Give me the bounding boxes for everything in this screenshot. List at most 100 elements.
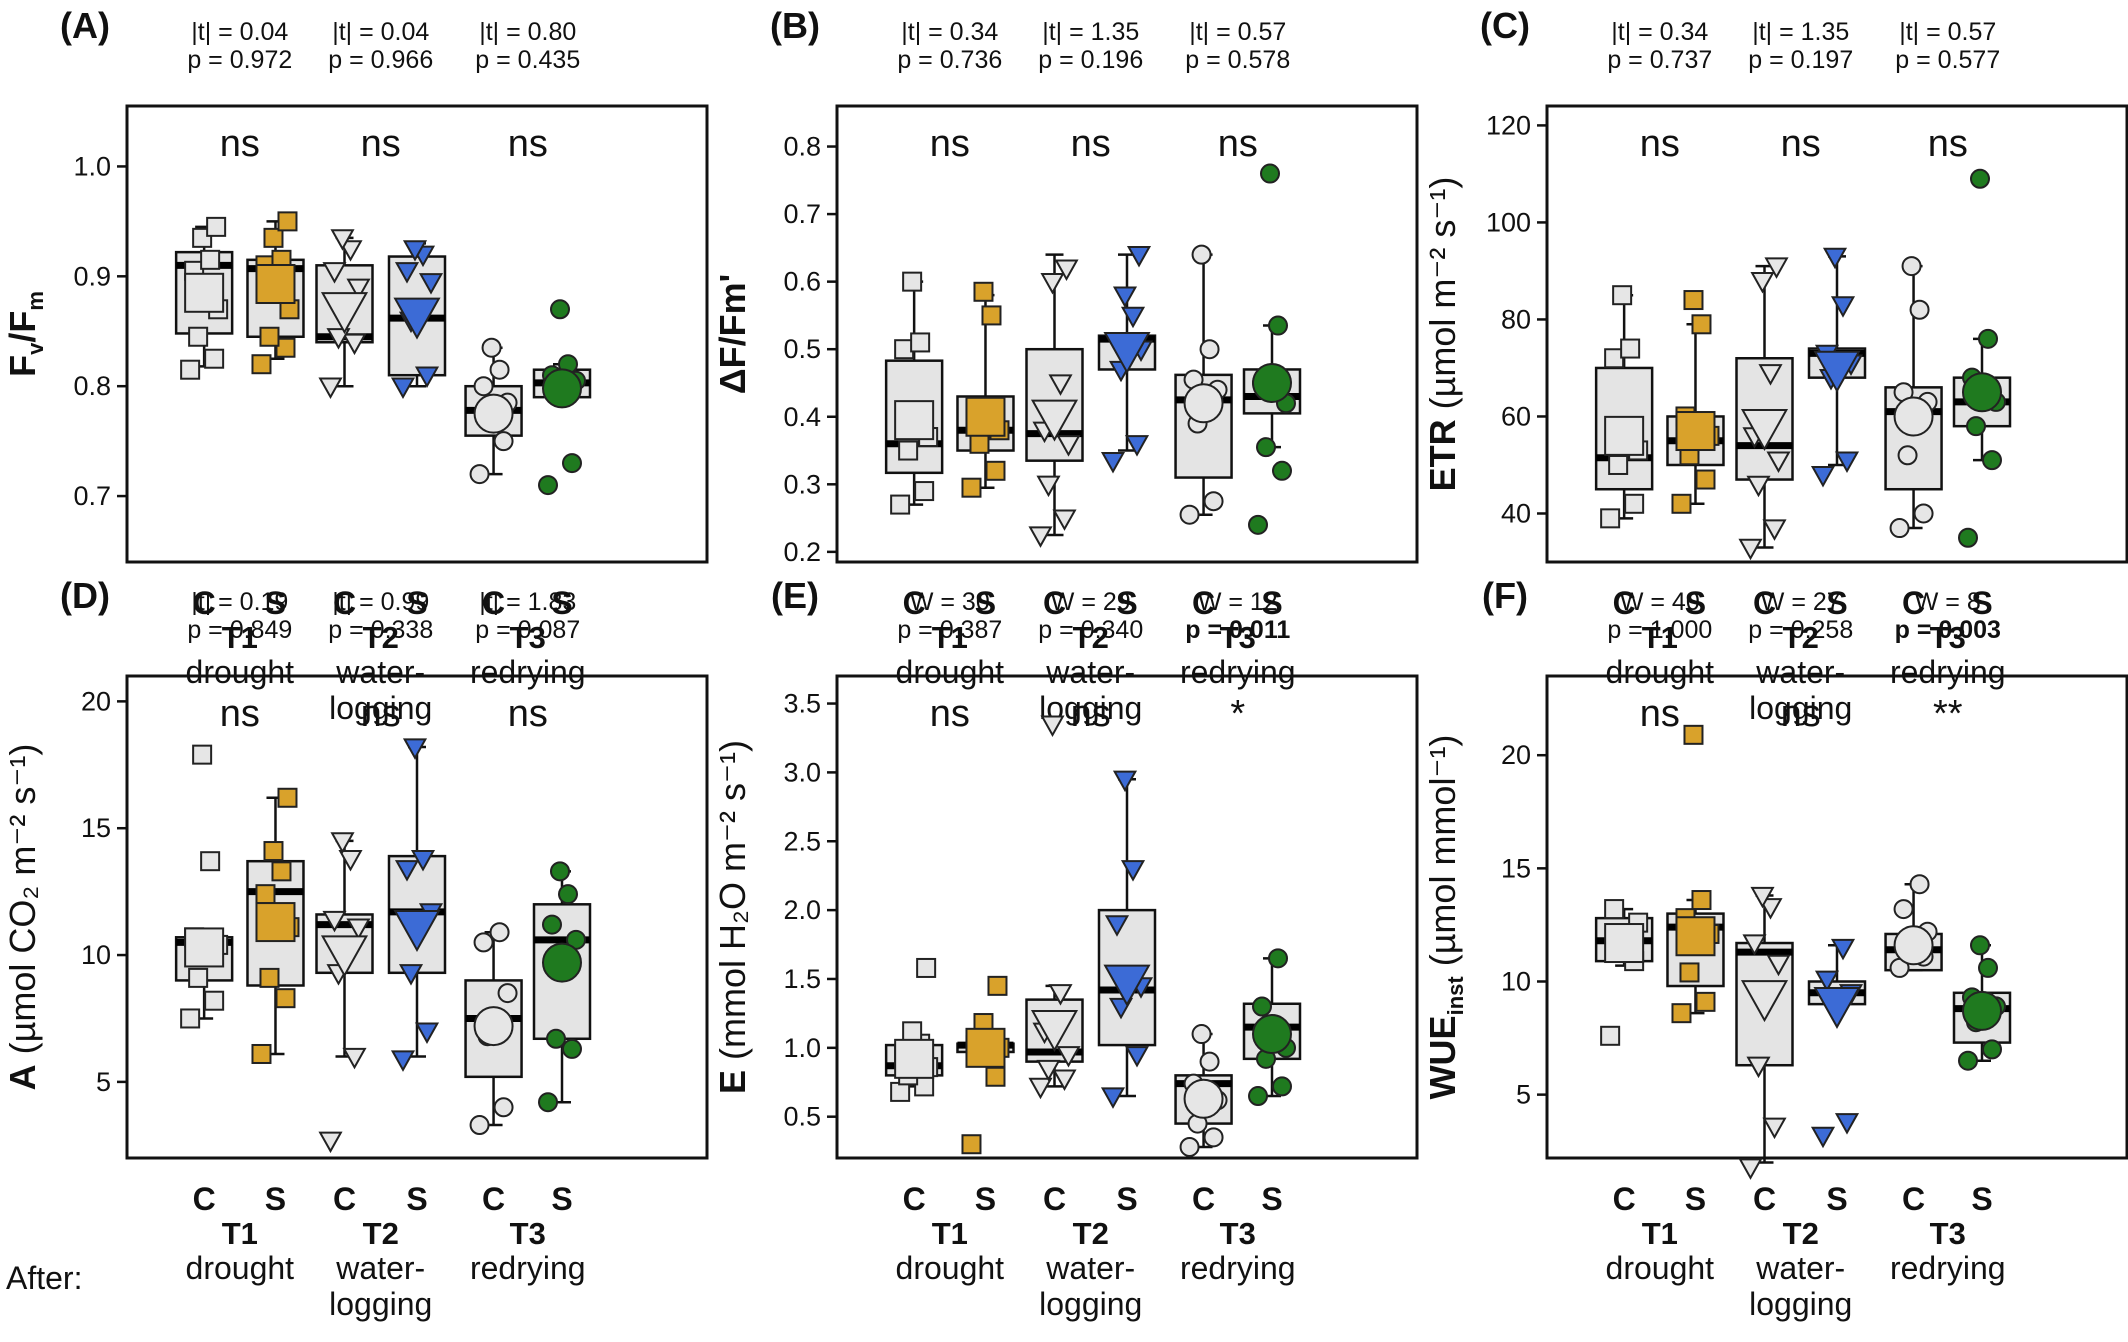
stat-test-value: |t| = 0.19 [191,588,288,616]
data-point [1601,1027,1619,1045]
data-point [393,379,414,397]
data-point [1613,286,1631,304]
data-point [1971,170,1989,188]
x-label-control: C [1192,1181,1215,1217]
data-point [320,379,341,397]
group-sublabel: redrying [1890,1250,2006,1286]
stat-test-value: |t| = 0.34 [1611,18,1708,46]
data-point [205,992,223,1010]
significance-label: ns [930,123,970,165]
data-point [344,335,365,353]
box-control-t2 [317,833,373,1151]
group-label: T2 [1783,1216,1819,1251]
after-label: After: [6,1260,82,1296]
stat-p-value: p = 0.737 [1607,46,1712,74]
y-axis-label-main: ΔF/Fm' [712,274,753,394]
data-point [393,1051,414,1069]
data-point [483,339,501,357]
data-point [962,479,980,497]
group-sublabel: water- [1045,654,1135,690]
box-control-t1 [176,218,232,379]
data-point [1764,1119,1785,1137]
group-sublabel: water- [335,654,425,690]
data-point [539,476,557,494]
box-control-t1 [176,746,232,1028]
panel-letter: (E) [771,575,819,616]
data-point [1672,495,1690,513]
mean-marker [1185,384,1223,422]
data-point [1696,471,1714,489]
y-axis-label-main: WUE [1422,1015,1463,1099]
data-point [1825,249,1846,267]
y-tick-label: 0.7 [73,481,111,511]
data-point [201,251,219,269]
y-axis-label: ΔF/Fm' [712,274,753,394]
data-point [1205,492,1223,510]
stat-test-value: |t| = 0.04 [191,18,288,46]
data-point [278,789,296,807]
data-point [1205,1128,1223,1146]
significance-label: ns [220,123,260,165]
data-point [260,328,278,346]
figure-canvas: (A)0.70.80.91.0Fv/Fm|t| = 0.04p = 0.972n… [0,0,2128,1342]
y-tick-label: 0.7 [783,199,821,229]
data-point [899,442,917,460]
y-tick-label: 3.0 [783,757,821,787]
group-sublabel: drought [896,654,1005,690]
box-control-t3 [1176,246,1232,524]
x-label-control: C [333,1181,356,1217]
y-tick-label: 0.8 [783,132,821,162]
x-label-control: C [1902,1181,1925,1217]
data-point [256,885,274,903]
data-point [1103,453,1124,471]
box-stress-t2 [1809,940,1865,1146]
x-label-control: C [1043,1181,1066,1217]
data-point [1899,446,1917,464]
data-point [1684,726,1702,744]
group-label: T1 [932,1216,968,1251]
y-tick-label: 5 [96,1067,111,1097]
box-control-t1 [886,273,942,514]
group-sublabel: water- [335,1250,425,1286]
y-tick-label: 0.9 [73,261,111,291]
box-stress-t1 [1667,291,1723,513]
group-label: T3 [510,1216,546,1251]
mean-marker [1253,1015,1291,1053]
y-tick-label: 10 [1501,966,1531,996]
group-sublabel: water- [1755,654,1845,690]
data-point [320,1133,341,1151]
mean-marker [543,369,581,407]
y-axis-label: Fv/Fm [2,291,48,377]
data-point [252,355,270,373]
stat-p-value: p = 0.577 [1895,46,2000,74]
mean-marker [895,401,933,439]
mean-marker [966,398,1004,436]
data-point [1181,506,1199,524]
stat-test-value: |t| = 0.34 [901,18,998,46]
data-point [974,283,992,301]
y-axis-label-sub2: m [23,291,48,311]
data-point [1911,875,1929,893]
panel-letter: (B) [770,5,820,46]
box-control-t3 [1176,1025,1232,1156]
data-point [252,1045,270,1063]
box-stress-t3 [1954,170,2010,547]
data-point [1813,1128,1834,1146]
data-point [1625,495,1643,513]
significance-label: ns [508,693,548,735]
box-control-t3 [1886,257,1942,537]
box-stress-t3 [1954,936,2010,1069]
y-tick-label: 0.8 [73,371,111,401]
group-sublabel: redrying [1890,654,2006,690]
significance-label: ns [1640,123,1680,165]
mean-marker [475,395,513,433]
stat-p-value: p = 1.000 [1607,616,1712,644]
y-tick-label: 20 [81,686,111,716]
data-point [1181,1138,1199,1156]
y-axis-label-unit: (µmol mmol⁻¹) [1422,735,1463,977]
group-sublabel: redrying [1180,654,1296,690]
y-axis-label-unit: (µmol CO₂ m⁻² s⁻¹) [2,744,43,1065]
y-tick-label: 40 [1501,498,1531,528]
significance-label: ns [361,123,401,165]
box-stress-t2 [389,739,445,1069]
